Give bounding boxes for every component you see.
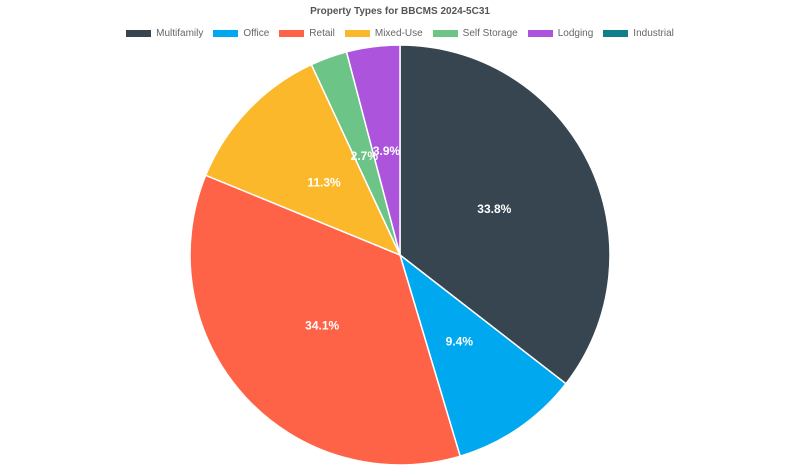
chart-legend: Multifamily Office Retail Mixed-Use Self Sto… (0, 28, 800, 39)
legend-label: Retail (309, 28, 335, 39)
legend-item[interactable]: Office (213, 28, 269, 39)
legend-label: Self Storage (462, 28, 518, 39)
legend-swatch (213, 30, 239, 37)
legend-label: Multifamily (156, 28, 204, 39)
slice-data-label: 3.9% (373, 144, 401, 158)
legend-swatch (279, 30, 305, 37)
slice-data-label: 33.8% (477, 202, 511, 216)
legend-swatch (432, 30, 458, 37)
legend-label: Industrial (633, 28, 674, 39)
slice-data-label: 34.1% (305, 318, 339, 332)
chart-title: Property Types for BBCMS 2024-5C31 (310, 6, 490, 17)
pie-slice-retail[interactable] (189, 174, 462, 466)
legend-label: Office (243, 28, 270, 39)
legend-swatch (603, 30, 629, 37)
legend-swatch (527, 30, 553, 37)
legend-item[interactable]: Industrial (603, 28, 674, 39)
slice-data-label: 11.3% (307, 175, 341, 189)
legend-label: Mixed-Use (374, 28, 423, 39)
legend-item[interactable]: Multifamily (126, 28, 203, 39)
pie-slice-mixed-use[interactable] (204, 63, 402, 257)
pie-slice-multifamily[interactable] (399, 44, 611, 385)
legend-item[interactable]: Self Storage (432, 28, 518, 39)
legend-item[interactable]: Mixed-Use (344, 28, 423, 39)
pie-slice-office[interactable] (398, 252, 567, 458)
legend-item[interactable]: Lodging (527, 28, 594, 39)
legend-swatch (344, 30, 370, 37)
slice-data-label: 9.4% (446, 335, 474, 349)
legend-item[interactable]: Retail (279, 28, 335, 39)
slice-data-label: 2.7% (351, 149, 379, 163)
legend-swatch (126, 30, 152, 37)
pie-slice-lodging[interactable] (345, 44, 401, 256)
legend-label: Lodging (557, 28, 594, 39)
